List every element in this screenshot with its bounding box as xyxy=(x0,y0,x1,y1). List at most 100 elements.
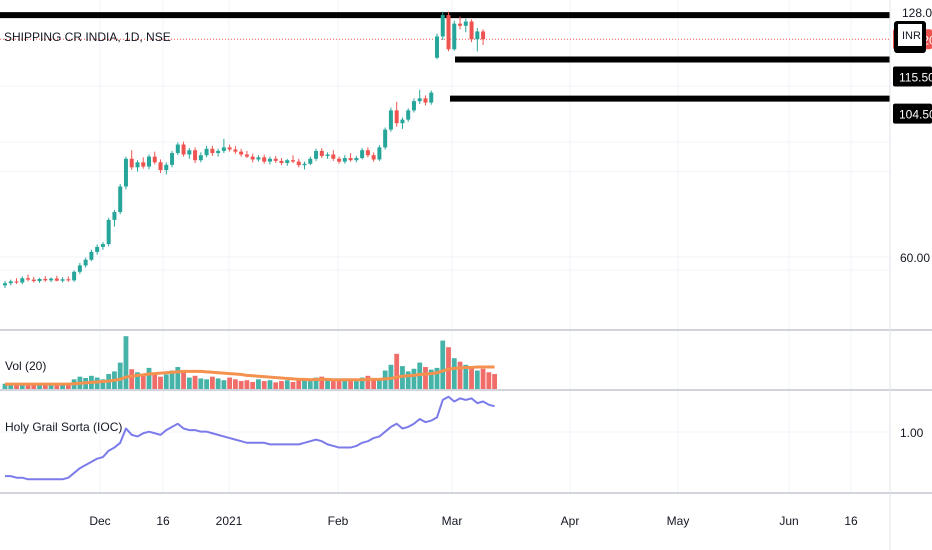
volume-bar[interactable] xyxy=(353,380,359,389)
candle-body[interactable] xyxy=(14,281,19,283)
volume-bar[interactable] xyxy=(238,381,244,389)
volume-bar[interactable] xyxy=(440,340,446,389)
volume-bar[interactable] xyxy=(313,377,319,389)
volume-bar[interactable] xyxy=(175,367,181,389)
candle-body[interactable] xyxy=(227,147,232,150)
candle-body[interactable] xyxy=(285,160,290,164)
volume-bar[interactable] xyxy=(140,375,146,389)
candle-body[interactable] xyxy=(406,110,411,120)
volume-bar[interactable] xyxy=(117,362,123,389)
volume-bar[interactable] xyxy=(492,374,497,389)
candle-body[interactable] xyxy=(198,155,203,161)
volume-bar[interactable] xyxy=(54,385,60,389)
candle-body[interactable] xyxy=(337,158,342,162)
candle-body[interactable] xyxy=(256,157,261,160)
volume-bar[interactable] xyxy=(261,381,267,389)
volume-bar[interactable] xyxy=(60,384,65,389)
candle-body[interactable] xyxy=(435,36,439,58)
candle-body[interactable] xyxy=(440,15,445,37)
candle-body[interactable] xyxy=(417,98,422,102)
candle-body[interactable] xyxy=(291,160,295,162)
volume-bar[interactable] xyxy=(42,385,48,389)
candle-body[interactable] xyxy=(377,147,382,160)
candle-body[interactable] xyxy=(463,21,468,26)
candle-body[interactable] xyxy=(342,158,347,162)
candle-body[interactable] xyxy=(26,278,31,280)
candle-body[interactable] xyxy=(314,150,319,159)
candle-body[interactable] xyxy=(250,156,255,160)
candle-body[interactable] xyxy=(187,150,192,155)
candle-body[interactable] xyxy=(135,162,140,168)
volume-bar[interactable] xyxy=(486,372,492,389)
candle-body[interactable] xyxy=(267,158,272,162)
candle-body[interactable] xyxy=(233,149,238,152)
volume-bar[interactable] xyxy=(209,376,215,389)
volume-bar[interactable] xyxy=(25,383,31,389)
volume-bar[interactable] xyxy=(204,379,209,389)
candle-body[interactable] xyxy=(475,31,480,40)
volume-bar[interactable] xyxy=(325,379,330,389)
volume-bar[interactable] xyxy=(8,384,14,389)
volume-bar[interactable] xyxy=(359,377,365,389)
time-axis[interactable]: Dec 16 2021 Feb Mar Apr May Jun 16 xyxy=(89,514,858,528)
candle-body[interactable] xyxy=(112,212,117,220)
candle-body[interactable] xyxy=(3,283,7,286)
volume-bar[interactable] xyxy=(469,367,474,389)
candle-body[interactable] xyxy=(147,156,151,167)
candle-body[interactable] xyxy=(262,157,267,162)
volume-bar[interactable] xyxy=(129,369,135,389)
candle-body[interactable] xyxy=(244,154,249,157)
level-price-tag[interactable] xyxy=(893,66,932,87)
volume-bar[interactable] xyxy=(307,379,313,389)
candle-body[interactable] xyxy=(383,129,388,148)
candle-body[interactable] xyxy=(429,92,434,103)
volume-bar[interactable] xyxy=(19,385,25,389)
candle-body[interactable] xyxy=(348,158,353,161)
level-price-tag[interactable] xyxy=(893,103,932,124)
volume-bar[interactable] xyxy=(474,370,480,389)
candle-body[interactable] xyxy=(411,101,416,111)
candle-body[interactable] xyxy=(302,163,307,166)
volume-bar[interactable] xyxy=(37,385,42,389)
candle-body[interactable] xyxy=(158,162,163,171)
candle-body[interactable] xyxy=(95,246,100,252)
candle-body[interactable] xyxy=(83,259,88,266)
candle-body[interactable] xyxy=(469,21,474,40)
candle-body[interactable] xyxy=(394,110,399,124)
volume-bar[interactable] xyxy=(365,375,371,389)
volume-bar[interactable] xyxy=(158,376,163,389)
candle-body[interactable] xyxy=(72,271,77,281)
volume-bar[interactable] xyxy=(434,367,440,389)
volume-bar[interactable] xyxy=(244,380,250,389)
candle-body[interactable] xyxy=(273,158,278,161)
candle-body[interactable] xyxy=(360,150,365,159)
volume-bar[interactable] xyxy=(342,378,348,389)
volume-bar[interactable] xyxy=(215,378,221,389)
candle-body[interactable] xyxy=(170,153,175,165)
candle-body[interactable] xyxy=(77,265,82,272)
candle-body[interactable] xyxy=(129,158,134,168)
candle-body[interactable] xyxy=(216,150,221,154)
candle-body[interactable] xyxy=(400,119,405,124)
candle-body[interactable] xyxy=(31,279,36,282)
candle-body[interactable] xyxy=(152,156,157,163)
candle-body[interactable] xyxy=(175,144,180,154)
volume-bar[interactable] xyxy=(135,372,140,389)
volume-bar[interactable] xyxy=(302,380,307,389)
volume-bar[interactable] xyxy=(65,384,71,389)
candle-body[interactable] xyxy=(8,281,13,284)
volume-bar[interactable] xyxy=(330,381,336,389)
candle-body[interactable] xyxy=(164,164,169,171)
candle-body[interactable] xyxy=(193,150,198,161)
volume-bar[interactable] xyxy=(250,381,256,389)
volume-bar[interactable] xyxy=(319,376,325,389)
candle-body[interactable] xyxy=(20,278,25,283)
volume-bar[interactable] xyxy=(152,373,158,389)
candle-body[interactable] xyxy=(123,158,128,187)
volume-bar[interactable] xyxy=(428,369,434,389)
volume-bar[interactable] xyxy=(181,372,186,389)
candle-body[interactable] xyxy=(279,160,284,164)
candle-body[interactable] xyxy=(100,244,105,247)
volume-bar[interactable] xyxy=(457,361,463,389)
